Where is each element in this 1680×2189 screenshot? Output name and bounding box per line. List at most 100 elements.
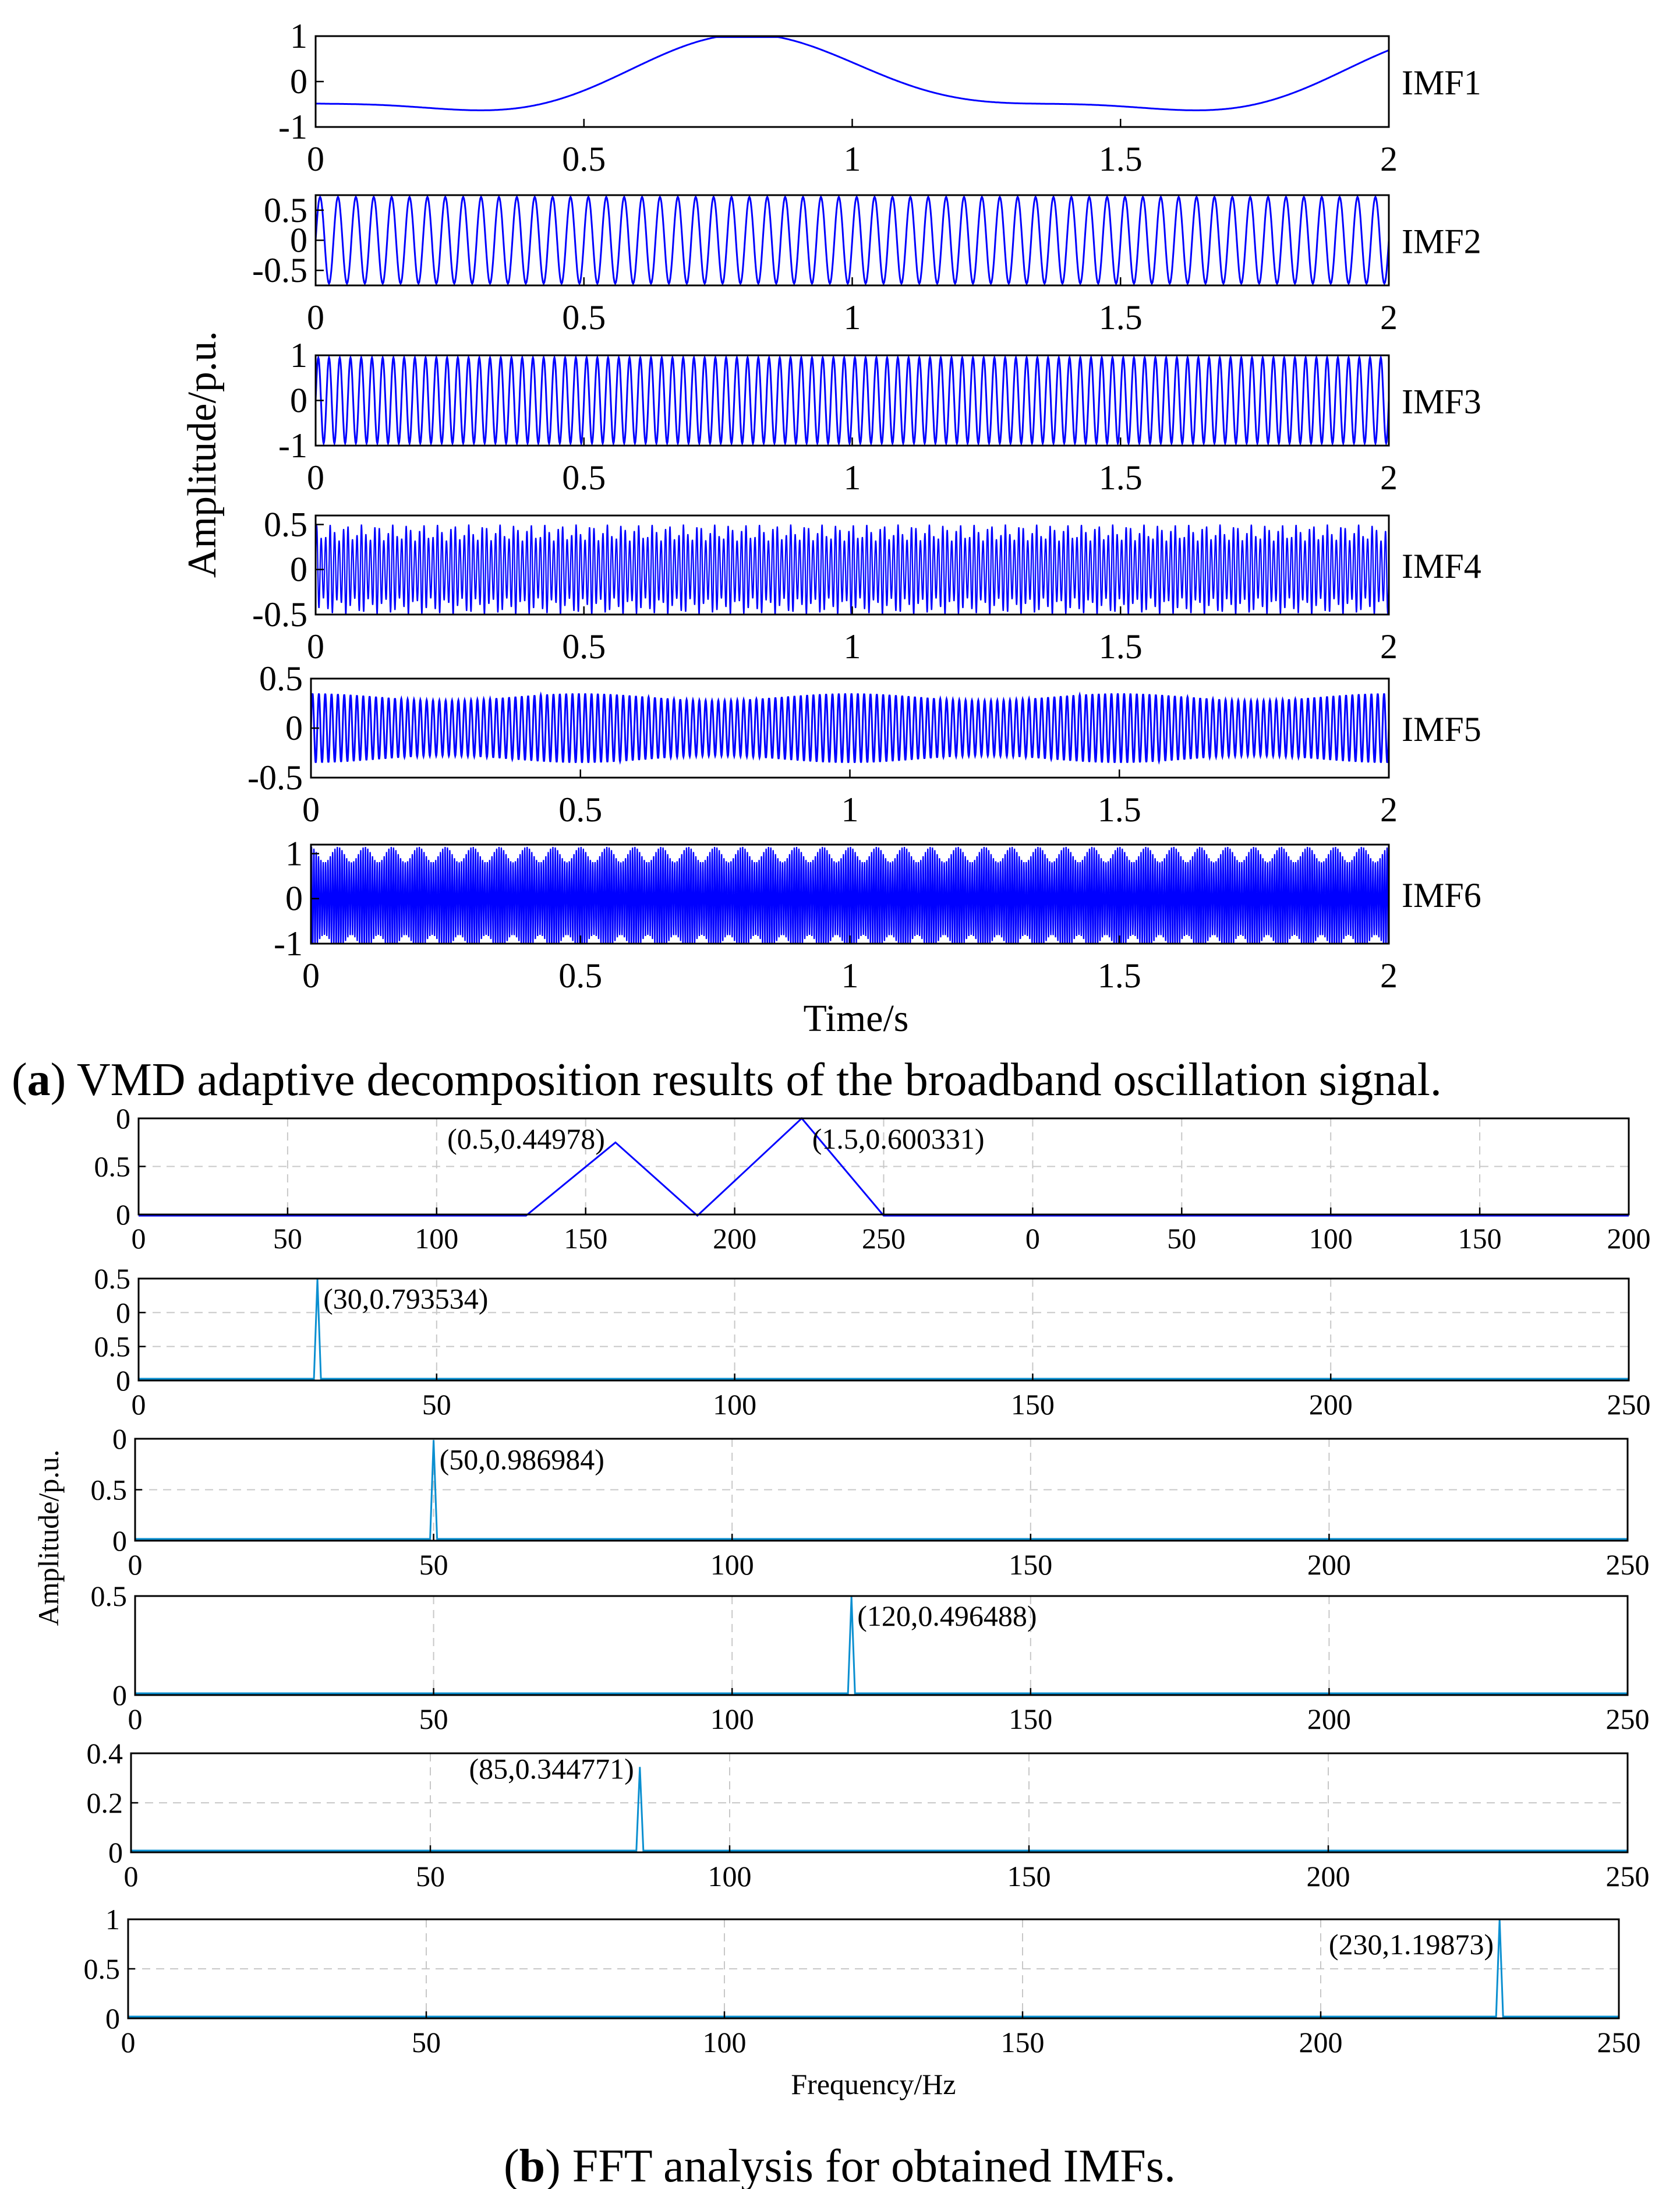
fft2-ytick-label: 0.5: [94, 1330, 131, 1363]
imf2-ytick-label: 0.5: [264, 191, 307, 230]
fft1-xtick-label: 200: [713, 1222, 756, 1255]
caption-b-text: FFT analysis for obtained IMFs.: [572, 2141, 1176, 2189]
imf5-xtick-label: 2: [1380, 790, 1398, 829]
imf4-xtick-label: 2: [1380, 627, 1398, 666]
fft6-xtick-label: 200: [1299, 2026, 1343, 2059]
fft2-xtick-label: 0: [132, 1388, 146, 1421]
fft5-ytick-label: 0.2: [87, 1786, 123, 1819]
imf1-ytick-label: 1: [290, 17, 307, 55]
imf2-xtick-label: 1.5: [1099, 298, 1143, 337]
fft4-xtick-label: 200: [1307, 1703, 1351, 1735]
imf5-xtick-label: 0: [302, 790, 320, 829]
fft2-ytick-label: 0: [116, 1296, 130, 1329]
imf3-xtick-label: 0: [307, 458, 324, 497]
fft-spectrum-line-1: [139, 1117, 1629, 1217]
fft-subplot-5: 0 50 100 150 200 250 0.4 0.2 0 (85,0.344771): [87, 1737, 1650, 1893]
fft5-xtick-label: 200: [1307, 1860, 1350, 1893]
imf-name-6: IMF6: [1402, 876, 1481, 915]
panel-b-subplots: 0 50 100 150 200 250 0 50 100 150 20000.50(0.5,0.4…: [84, 1102, 1651, 2059]
caption-a-tag: a: [27, 1054, 51, 1106]
fft1-xtick-label: 50: [273, 1222, 302, 1255]
caption-b: (b) FFT analysis for obtained IMFs.: [504, 2141, 1176, 2189]
panel-a-xlabel: Time/s: [804, 997, 909, 1040]
fft4-xtick-label: 250: [1606, 1703, 1650, 1735]
imf4-xtick-label: 0: [307, 627, 324, 666]
fft1-xtick-label: 200: [1607, 1222, 1651, 1255]
fft5-peak-label: (85,0.344771): [469, 1752, 634, 1785]
imf2-xtick-label: 2: [1380, 298, 1398, 337]
imf6-xtick-label: 0: [302, 956, 320, 995]
fft3-xtick-label: 100: [710, 1548, 754, 1581]
fft2-xtick-label: 100: [713, 1388, 756, 1421]
fft4-ytick-label: 0: [112, 1679, 127, 1711]
fft4-xtick-label: 0: [128, 1703, 143, 1735]
imf4-xtick-label: 0.5: [562, 627, 606, 666]
imf2-xtick-label: 0.5: [562, 298, 606, 337]
fft4-xtick-label: 50: [419, 1703, 448, 1735]
caption-b-close-paren: ): [545, 2141, 572, 2189]
fft1-xtick-label: 100: [1309, 1222, 1353, 1255]
imf-signal-line-5: [310, 691, 1390, 765]
fft6-xtick-label: 250: [1597, 2026, 1641, 2059]
fft-axes-frame-2: [137, 1277, 1630, 1382]
imf4-ytick-label: 0.5: [264, 505, 307, 543]
imf6-xtick-label: 2: [1380, 956, 1398, 995]
imf-name-1: IMF1: [1402, 63, 1481, 102]
imf3-xtick-label: 2: [1380, 458, 1398, 497]
caption-b-open-paren: (: [504, 2141, 519, 2189]
fft-subplot-6: 0 50 100 150 200 250 1 0.5 0 (230,1.19873): [84, 1903, 1641, 2059]
caption-a: (a) VMD adaptive decomposition results o…: [12, 1054, 1442, 1106]
fft2-xtick-label: 50: [422, 1388, 451, 1421]
imf5-ytick-label: 0.5: [259, 659, 303, 698]
fft1-xtick-label: 50: [1167, 1222, 1196, 1255]
fft1-xtick-label: 0: [1025, 1222, 1040, 1255]
imf1-xtick-label: 2: [1380, 140, 1398, 178]
fft-spectrum-line-5: [131, 1767, 1628, 1852]
fft4-xtick-label: 100: [710, 1703, 754, 1735]
imf2-xtick-label: 0: [307, 298, 324, 337]
imf6-ytick-label: -1: [274, 924, 303, 963]
imf6-ytick-label: 0: [285, 880, 303, 918]
imf5-xtick-label: 1.5: [1098, 790, 1141, 829]
panel-b-xlabel: Frequency/Hz: [791, 2068, 956, 2100]
fft2-ytick-label: 0.5: [94, 1262, 131, 1295]
imf4-ytick-label: 0: [290, 550, 307, 589]
fft5-xtick-label: 250: [1606, 1860, 1650, 1893]
fft3-ytick-label: 0: [112, 1422, 127, 1455]
imf2-ytick-label: 0: [290, 221, 307, 260]
imf5-ytick-label: 0: [285, 709, 303, 747]
fft1-ytick-label: 0: [116, 1198, 130, 1231]
imf-signal-line-1: [315, 36, 1389, 111]
fft-subplot-3: 0 50 100 150 200 250 0 0.5 0 (50,0.986984): [91, 1422, 1650, 1581]
fft4-ytick-label: 0.5: [91, 1580, 128, 1612]
fft6-ytick-label: 0: [105, 2002, 120, 2035]
imf1-xtick-label: 0: [307, 140, 324, 178]
fft3-xtick-label: 250: [1606, 1548, 1650, 1581]
imf5-xtick-label: 1: [841, 790, 859, 829]
fft-axes-frame-4: [134, 1595, 1629, 1696]
imf1-xtick-label: 1.5: [1099, 140, 1143, 178]
imf6-xtick-label: 0.5: [558, 956, 602, 995]
fft3-ytick-label: 0: [112, 1524, 127, 1557]
fft6-xtick-label: 100: [703, 2026, 747, 2059]
caption-b-tag: b: [519, 2141, 546, 2189]
fft5-xtick-label: 0: [124, 1860, 139, 1893]
fft1-peak-label: (0.5,0.44978): [447, 1122, 605, 1155]
imf2-xtick-label: 1: [844, 298, 861, 337]
imf3-ytick-label: 0: [290, 382, 307, 420]
fft2-ytick-label: 0: [116, 1364, 130, 1397]
fft1-xtick-label: 150: [564, 1222, 607, 1255]
imf-name-3: IMF3: [1402, 383, 1481, 421]
fft2-peak-label: (30,0.793534): [323, 1282, 488, 1315]
fft3-xtick-label: 50: [419, 1548, 448, 1581]
fft-spectrum-line-3: [135, 1440, 1628, 1540]
imf-signal-line-4: [314, 524, 1390, 615]
imf5-xtick-label: 0.5: [558, 790, 602, 829]
fft4-peak-label: (120,0.496488): [857, 1600, 1037, 1632]
